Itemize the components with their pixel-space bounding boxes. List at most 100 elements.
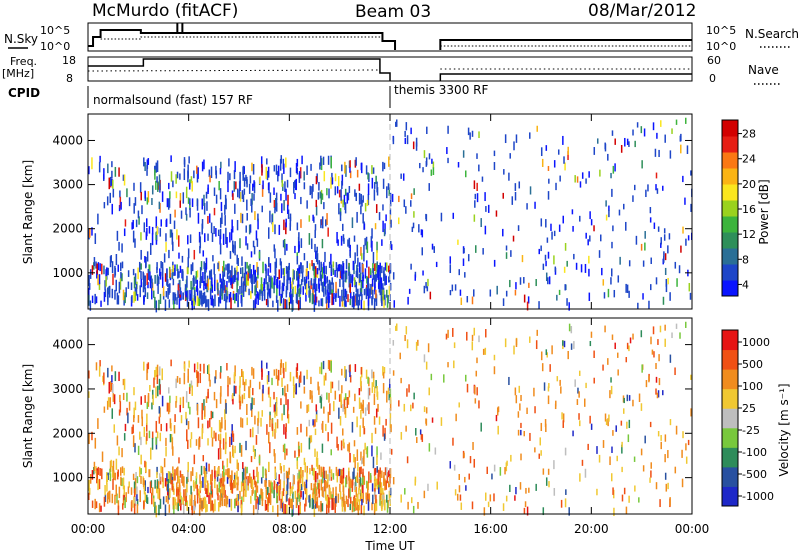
cpid-segment-1: normalsound (fast) 157 RF [93,93,253,107]
backscatter-point [415,341,418,351]
backscatter-point [154,296,156,309]
backscatter-point [240,505,243,516]
backscatter-point [127,486,130,494]
backscatter-point [237,505,239,513]
backscatter-point [617,369,619,376]
backscatter-point [411,497,413,504]
backscatter-point [207,299,210,312]
backscatter-point [134,273,137,285]
backscatter-point [306,200,308,209]
backscatter-point [118,371,120,382]
backscatter-point [526,506,529,516]
backscatter-point [496,407,499,416]
backscatter-point [103,265,105,275]
backscatter-point [280,359,283,368]
backscatter-point [349,454,351,461]
backscatter-point [160,423,162,432]
backscatter-point [298,375,301,384]
backscatter-point [233,170,236,180]
backscatter-point [180,415,183,424]
backscatter-point [521,255,524,263]
backscatter-point [382,372,385,379]
backscatter-point [665,278,668,287]
backscatter-point [187,170,189,183]
backscatter-point [400,377,402,384]
backscatter-point [320,362,323,375]
backscatter-point [166,198,169,208]
colorbar-tick-label: 16 [742,203,756,216]
backscatter-point [132,435,135,448]
backscatter-point [289,277,292,284]
backscatter-point [240,212,242,223]
backscatter-point [232,275,235,284]
backscatter-point [404,335,406,342]
backscatter-point [347,499,349,508]
backscatter-point [462,150,465,158]
backscatter-point [121,261,124,269]
backscatter-point [142,282,145,293]
backscatter-point [327,283,329,294]
backscatter-point [669,354,672,363]
backscatter-point [358,274,361,283]
backscatter-point [378,487,380,494]
backscatter-point [327,503,330,513]
backscatter-point [165,218,168,227]
backscatter-point [331,293,333,306]
backscatter-point [353,295,355,307]
backscatter-point [343,290,345,301]
backscatter-point [564,162,566,171]
backscatter-point [290,498,292,509]
backscatter-point [231,277,233,285]
backscatter-point [226,477,229,484]
backscatter-point [634,140,636,148]
backscatter-point [185,411,187,420]
backscatter-point [344,406,346,415]
backscatter-point [336,472,339,483]
backscatter-point [250,269,253,281]
backscatter-point [272,505,274,513]
backscatter-point [611,130,614,136]
backscatter-point [593,377,595,384]
backscatter-point [398,195,400,203]
backscatter-point [241,368,243,378]
backscatter-point [242,468,245,480]
backscatter-point [141,205,143,215]
backscatter-point [322,360,325,370]
backscatter-point [368,377,370,387]
backscatter-point [655,277,658,285]
backscatter-point [228,468,230,479]
backscatter-point [219,422,222,433]
backscatter-point [344,288,347,298]
backscatter-point [122,174,125,181]
backscatter-point [417,501,419,509]
backscatter-point [649,421,652,428]
backscatter-point [274,402,277,415]
backscatter-point [315,501,318,508]
backscatter-point [616,455,618,462]
backscatter-point [226,363,228,371]
backscatter-point [368,387,371,396]
backscatter-point [179,265,182,273]
backscatter-point [111,261,114,274]
backscatter-point [140,454,142,465]
backscatter-point [189,289,191,302]
backscatter-point [361,457,363,465]
backscatter-point [225,494,227,507]
backscatter-point [295,163,298,174]
backscatter-point [311,390,313,399]
backscatter-point [628,395,631,401]
backscatter-point [288,297,291,306]
backscatter-point [372,252,375,264]
backscatter-point [554,403,557,410]
backscatter-point [95,470,98,479]
backscatter-point [390,240,392,249]
backscatter-point [138,466,141,478]
backscatter-point [148,226,151,234]
backscatter-point [322,490,324,498]
backscatter-point [389,195,392,207]
backscatter-point [371,382,374,393]
backscatter-point [545,423,547,433]
backscatter-point [140,436,142,446]
nsky-trace [439,39,692,50]
